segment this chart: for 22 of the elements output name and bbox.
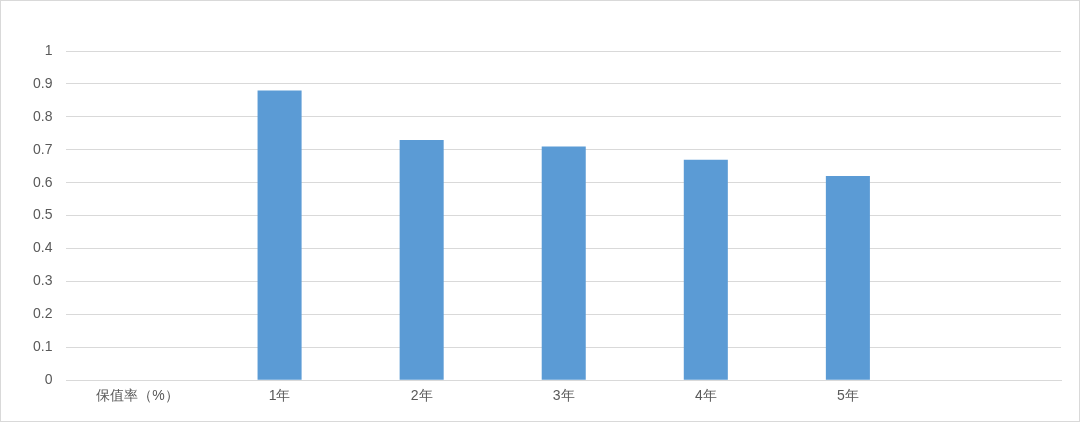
y-tick-label: 0.7 — [32, 140, 53, 157]
y-tick-label: 0.6 — [32, 173, 53, 190]
x-tick-label: 5年 — [836, 387, 859, 404]
y-tick-label: 0.5 — [32, 206, 53, 223]
y-tick-label: 1 — [44, 41, 53, 58]
bar — [257, 90, 302, 380]
y-tick-label: 0.1 — [32, 338, 53, 355]
y-tick-label: 0.3 — [32, 272, 53, 289]
x-tick-label: 保值率（%） — [96, 387, 179, 404]
bar — [541, 146, 586, 380]
y-tick-label: 0 — [44, 371, 53, 388]
x-tick-label: 4年 — [694, 387, 717, 404]
y-tick-label: 0.4 — [32, 239, 53, 256]
x-tick-label: 3年 — [552, 387, 575, 404]
bar — [399, 139, 444, 380]
y-tick-label: 0.2 — [32, 305, 53, 322]
y-tick-label: 0.9 — [32, 74, 53, 91]
bar — [683, 159, 728, 380]
x-tick-label: 2年 — [410, 387, 433, 404]
bar — [825, 176, 870, 380]
x-tick-label: 1年 — [268, 387, 291, 404]
y-tick-label: 0.8 — [32, 107, 53, 124]
